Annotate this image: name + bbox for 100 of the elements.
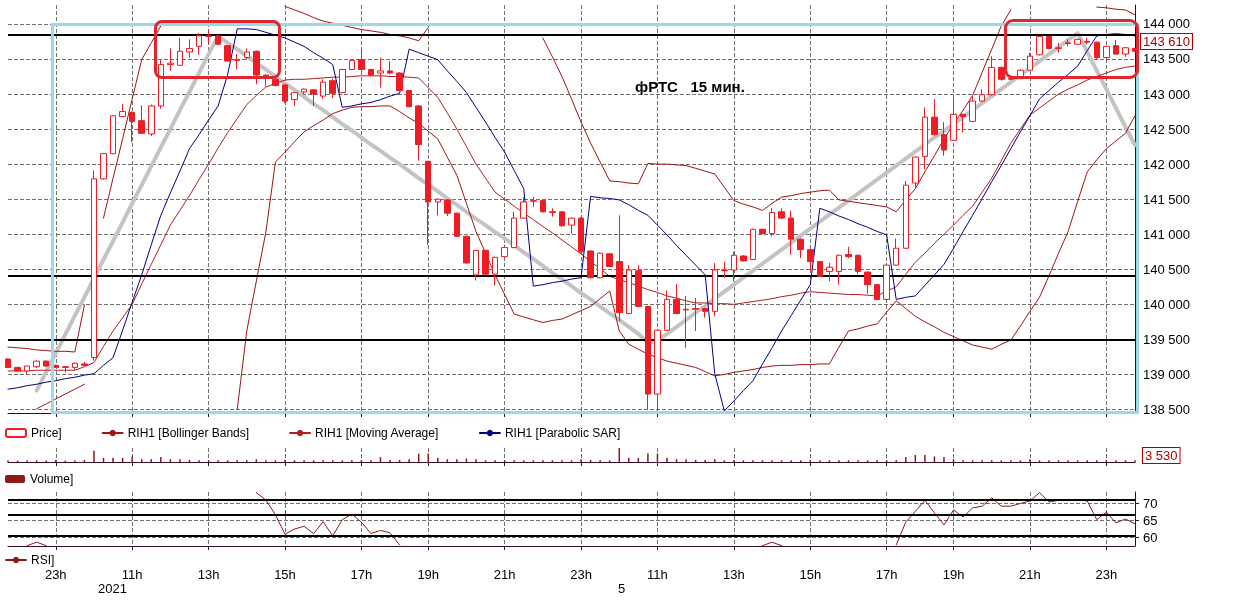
candlestick (511, 211, 517, 249)
y-tick-label: 65 (1143, 512, 1158, 528)
y-tick-label: 70 (1143, 495, 1158, 511)
candlestick (138, 104, 145, 135)
candlestick (205, 29, 212, 45)
candlestick (759, 228, 766, 235)
text: 2021 (98, 581, 127, 596)
candlestick (62, 365, 69, 373)
candlestick (969, 95, 976, 123)
candlestick (788, 209, 794, 256)
candlestick (435, 197, 441, 216)
candlestick (673, 283, 680, 315)
candlestick (463, 235, 470, 265)
candlestick (988, 55, 995, 96)
candlestick (282, 83, 288, 104)
candlestick (549, 207, 556, 218)
candlestick (922, 106, 928, 170)
text: 3 530 (1145, 448, 1178, 463)
candlestick (1046, 35, 1052, 50)
candlestick (119, 103, 126, 118)
candlestick (1065, 38, 1071, 47)
x-tick-label: 11h (647, 567, 668, 582)
candlestick (769, 207, 775, 237)
x-tick-label: 17h (875, 567, 898, 582)
candlestick (129, 111, 135, 143)
candlestick (1027, 52, 1033, 72)
candlestick (1122, 46, 1129, 58)
legend-label: RIH1 [Bollinger Bands] (127, 426, 250, 440)
candlestick (501, 244, 508, 258)
candlestick (396, 71, 403, 92)
y-tick-label: 142 000 (1143, 156, 1190, 172)
candlestick (979, 88, 985, 103)
candlestick (406, 89, 412, 108)
candlestick (836, 254, 842, 286)
candlestick (1113, 39, 1119, 56)
candlestick (931, 98, 938, 136)
candlestick (1036, 35, 1043, 56)
candlestick (320, 78, 326, 100)
candlestick (587, 249, 594, 279)
candlestick (482, 249, 489, 277)
y-tick-label: 140 500 (1143, 261, 1190, 277)
y-tick-label: 143 500 (1143, 51, 1190, 67)
candlestick (559, 210, 565, 228)
x-tick-label: 15h (274, 567, 296, 582)
legend-label: RIH1 [Parabolic SAR] (504, 426, 621, 440)
candlestick (855, 254, 861, 275)
candlestick (778, 207, 785, 220)
candlestick (329, 78, 336, 99)
y-tick-label: 144 000 (1143, 16, 1190, 32)
candlestick (234, 53, 240, 70)
candlestick (683, 295, 689, 349)
x-tick-label: 19h (417, 567, 440, 582)
candlestick (110, 114, 116, 155)
candlestick (349, 59, 355, 71)
y-tick-label: 143 000 (1143, 86, 1190, 102)
candlestick (893, 237, 899, 267)
y-tick-label: 141 000 (1143, 226, 1190, 242)
candlestick (100, 152, 107, 181)
candlestick (177, 37, 183, 67)
candlestick (368, 68, 374, 78)
x-tick-label: 17h (350, 567, 373, 582)
x-tick-label: 21h (493, 567, 516, 582)
candlestick (578, 216, 584, 253)
candlestick (148, 104, 155, 137)
candlestick (310, 88, 317, 107)
candlestick (444, 198, 451, 217)
candlestick (807, 248, 814, 272)
candlestick (1103, 45, 1110, 61)
x-tick-label: 15h (799, 567, 822, 582)
candlestick (1084, 37, 1090, 45)
candlestick (912, 155, 919, 190)
candlestick (72, 362, 78, 371)
candlestick (540, 199, 546, 214)
candlestick (24, 365, 30, 375)
candlestick (291, 91, 298, 107)
candlestick (597, 251, 603, 279)
y-tick-label: 142 500 (1143, 121, 1190, 137)
candlestick (740, 254, 747, 263)
legend-label: Price] (31, 426, 62, 440)
candlestick (196, 32, 202, 56)
candlestick (33, 359, 40, 369)
candlestick (14, 366, 21, 373)
y-tick-label: 139 000 (1143, 366, 1190, 382)
candlestick (568, 216, 575, 235)
candlestick (425, 160, 431, 246)
candlestick (530, 196, 537, 208)
candlestick (358, 47, 365, 72)
candlestick (702, 307, 708, 319)
y-tick-label: 60 (1143, 530, 1158, 546)
candlestick (387, 60, 393, 75)
candlestick (253, 50, 260, 85)
candlestick (473, 249, 479, 282)
candlestick (712, 262, 718, 317)
candlestick (845, 246, 852, 259)
x-tick-label: 23h (44, 567, 67, 582)
text: фРТС 15 мин. (635, 78, 745, 95)
candlestick (339, 68, 346, 94)
candlestick (654, 329, 661, 410)
candlestick (616, 214, 623, 322)
candlestick (645, 305, 651, 410)
